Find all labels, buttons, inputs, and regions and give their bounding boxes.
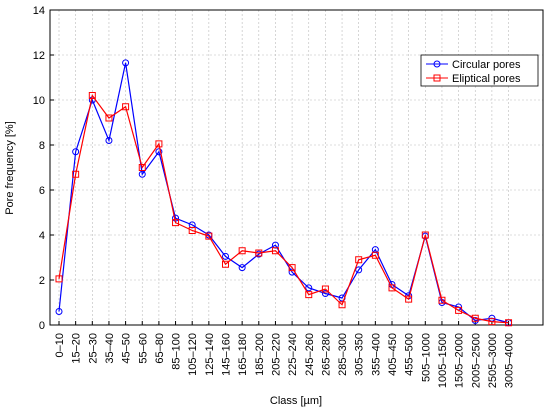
x-tick-label: 0–10: [54, 333, 66, 357]
x-tick-label: 1005–1500: [437, 333, 449, 388]
marker: [188, 227, 196, 234]
marker: [255, 249, 263, 257]
x-tick-label: 85–100: [171, 333, 183, 370]
y-tick-label: 0: [39, 320, 45, 332]
x-axis-label: Class [µm]: [270, 395, 322, 407]
marker: [305, 291, 313, 299]
legend-label: Circular pores: [452, 59, 521, 71]
x-tick-label: 305–350: [354, 333, 366, 376]
marker: [271, 247, 279, 255]
y-tick-label: 4: [39, 230, 45, 242]
marker: [72, 148, 80, 156]
x-tick-label: 2505–3000: [487, 333, 499, 388]
marker: [355, 256, 363, 264]
marker: [321, 290, 329, 297]
marker: [122, 59, 130, 67]
marker: [55, 308, 63, 315]
marker: [405, 295, 413, 303]
marker: [505, 319, 513, 327]
x-tick-label: 3005–4000: [504, 333, 516, 388]
x-tick-label: 145–160: [221, 333, 233, 376]
x-tick-label: 245–260: [304, 333, 316, 376]
marker: [488, 318, 496, 326]
legend-label: Eliptical pores: [452, 73, 521, 85]
marker: [155, 148, 163, 156]
series-line: [58, 62, 509, 324]
x-tick-label: 105–120: [187, 333, 199, 376]
marker: [438, 296, 446, 304]
x-tick-label: 355–400: [370, 333, 382, 376]
marker: [371, 251, 379, 259]
marker: [222, 260, 229, 268]
x-tick-label: 25–30: [87, 333, 99, 364]
marker: [88, 92, 96, 99]
x-tick-label: 35–40: [104, 333, 116, 364]
x-tick-label: 505–1000: [420, 333, 432, 382]
marker: [205, 232, 213, 240]
legend-marker: [433, 74, 441, 82]
y-tick-label: 12: [33, 50, 45, 62]
y-tick-label: 8: [39, 140, 45, 152]
marker: [122, 103, 130, 111]
y-tick-label: 10: [33, 95, 45, 107]
marker: [105, 137, 113, 144]
legend-marker: [433, 60, 441, 68]
x-tick-label: 405–450: [387, 333, 399, 376]
x-tick-label: 285–300: [337, 333, 349, 376]
x-tick-label: 205–220: [270, 333, 282, 376]
marker: [455, 306, 463, 314]
marker: [238, 264, 246, 272]
marker: [421, 231, 429, 239]
x-tick-label: 165–180: [237, 333, 249, 376]
y-tick-label: 14: [33, 5, 45, 17]
plot-frame: [49, 9, 544, 326]
marker: [172, 219, 180, 227]
x-tick-label: 2005–2500: [470, 333, 482, 388]
marker: [55, 275, 63, 283]
x-tick-label: 125–140: [204, 333, 216, 376]
marker: [222, 252, 229, 260]
x-tick-label: 225–240: [287, 333, 299, 376]
marker: [321, 285, 329, 293]
y-tick-label: 6: [39, 185, 45, 197]
marker: [105, 114, 113, 122]
y-tick-label: 2: [39, 275, 45, 287]
x-tick-label: 455–500: [404, 333, 416, 376]
marker: [305, 284, 313, 292]
marker: [138, 170, 146, 178]
marker: [288, 264, 296, 272]
x-tick-label: 55–60: [137, 333, 149, 364]
marker: [388, 284, 396, 292]
marker: [338, 301, 346, 309]
marker: [471, 314, 479, 322]
marker: [355, 266, 363, 274]
marker: [238, 247, 246, 255]
x-tick-label: 265–280: [320, 333, 332, 376]
marker: [138, 164, 146, 171]
x-tick-label: 185–200: [254, 333, 266, 376]
x-tick-label: 45–50: [121, 333, 133, 364]
y-axis-label: Pore frequency [%]: [4, 121, 16, 215]
series-line: [58, 94, 509, 324]
marker: [72, 170, 80, 178]
x-tick-label: 15–20: [71, 333, 83, 364]
x-tick-label: 65–80: [154, 333, 166, 364]
marker: [155, 140, 163, 148]
x-tick-label: 1505–2000: [454, 333, 466, 388]
